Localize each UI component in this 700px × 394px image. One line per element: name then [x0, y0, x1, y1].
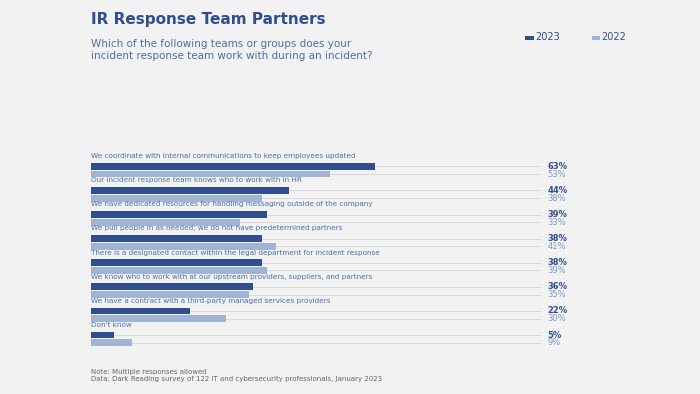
Text: We have dedicated resources for handling messaging outside of the company: We have dedicated resources for handling…	[91, 201, 372, 207]
Text: Note: Multiple responses allowed
Data: Dark Reading survey of 122 IT and cyberse: Note: Multiple responses allowed Data: D…	[91, 369, 382, 382]
Text: 39%: 39%	[547, 210, 568, 219]
Text: IR Response Team Partners: IR Response Team Partners	[91, 12, 326, 27]
Text: 36%: 36%	[547, 282, 568, 292]
Text: Which of the following teams or groups does your
incident response team work wit: Which of the following teams or groups d…	[91, 39, 372, 61]
Bar	[91, 171, 330, 177]
Text: 39%: 39%	[547, 266, 566, 275]
Bar	[91, 243, 276, 250]
Text: 38%: 38%	[547, 258, 568, 267]
Bar	[91, 315, 226, 322]
Text: We coordinate with internal communications to keep employees updated: We coordinate with internal communicatio…	[91, 153, 356, 159]
Text: 35%: 35%	[547, 290, 566, 299]
Text: 38%: 38%	[547, 234, 568, 243]
Text: 63%: 63%	[547, 162, 568, 171]
Text: 53%: 53%	[547, 169, 566, 178]
Bar	[91, 219, 239, 226]
Text: 22%: 22%	[547, 307, 568, 316]
Bar	[91, 284, 253, 290]
Text: Don't know: Don't know	[91, 322, 132, 328]
Text: 2023: 2023	[535, 32, 560, 43]
Text: There is a designated contact within the legal department for incident response: There is a designated contact within the…	[91, 249, 379, 256]
Bar	[91, 308, 190, 314]
Text: 38%: 38%	[547, 194, 566, 203]
Text: 2022: 2022	[601, 32, 626, 43]
Bar	[91, 267, 267, 274]
Bar	[91, 187, 289, 194]
Text: 41%: 41%	[547, 242, 566, 251]
Text: 9%: 9%	[547, 338, 561, 347]
Text: 33%: 33%	[547, 218, 566, 227]
Bar	[91, 291, 248, 298]
Bar	[91, 211, 267, 218]
Bar	[91, 259, 262, 266]
Text: We pull people in as needed; we do not have predetermined partners: We pull people in as needed; we do not h…	[91, 225, 342, 231]
Text: We have a contract with a third-party managed services providers: We have a contract with a third-party ma…	[91, 298, 330, 304]
Text: Our incident response team knows who to work with in HR: Our incident response team knows who to …	[91, 177, 302, 183]
Text: 5%: 5%	[547, 331, 562, 340]
Bar	[91, 195, 262, 202]
Text: 30%: 30%	[547, 314, 566, 323]
Bar	[91, 163, 374, 170]
Bar	[91, 339, 132, 346]
Text: 44%: 44%	[547, 186, 568, 195]
Bar	[91, 235, 262, 242]
Text: We know who to work with at our upstream providers, suppliers, and partners: We know who to work with at our upstream…	[91, 274, 372, 280]
Bar	[91, 332, 113, 338]
